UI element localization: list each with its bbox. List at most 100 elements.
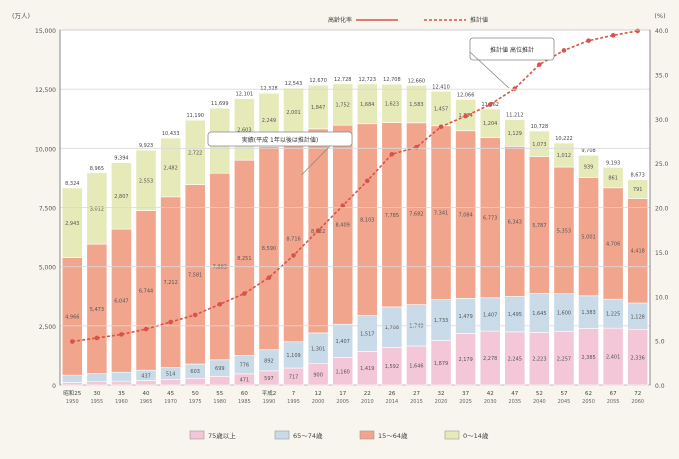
bar-total-label: 9,923	[139, 143, 153, 149]
top-legend-projection-label: 推計値	[470, 16, 488, 24]
aging-rate-point-20	[561, 48, 567, 53]
x-tick-label-top: 32	[438, 391, 445, 397]
segment-value-label: 1,225	[606, 312, 620, 318]
x-tick-label-top: 昭和25	[63, 389, 81, 397]
x-tick-label-top: 37	[462, 391, 469, 397]
segment-value-label: 2,278	[483, 356, 497, 362]
segment-value-label: 603	[190, 369, 200, 375]
x-tick-label-top: 30	[93, 391, 100, 397]
segment-value-label: 1,623	[385, 101, 399, 107]
aging-rate-point-3	[143, 326, 149, 332]
segment-value-label: 2,179	[458, 357, 472, 363]
bar-total-label: 10,222	[555, 136, 573, 142]
bar-segment-3-11	[332, 83, 354, 126]
segment-value-label: 8,590	[262, 246, 276, 252]
segment-value-label: 1,495	[508, 312, 522, 318]
bar-segment-1-2	[111, 371, 132, 382]
x-tick-label-bottom: 2035	[508, 399, 521, 405]
x-tick-label-top: 67	[610, 391, 617, 397]
aging-rate-point-13	[389, 151, 395, 157]
bar-total-label: 12,066	[457, 92, 475, 98]
legend-label: 0～14歳	[463, 431, 489, 440]
bar-total-label: 8,673	[631, 173, 645, 179]
segment-value-label: 1,583	[409, 102, 423, 108]
x-tick-label-bottom: 1990	[263, 399, 276, 405]
x-tick-label-top: 55	[216, 391, 223, 397]
segment-value-label: 2,401	[606, 355, 620, 361]
annotation-actual-text: 実績(平成 1年以後は推計値)	[242, 136, 318, 144]
left-tick-label: 7,500	[39, 206, 56, 213]
bar-total-label: 8,324	[65, 181, 79, 187]
segment-value-label: 1,128	[631, 314, 645, 320]
bar-segment-0-1	[86, 381, 108, 386]
segment-value-label: 791	[633, 187, 643, 193]
x-tick-label-top: 26	[388, 391, 395, 397]
bar-segment-3-12	[356, 83, 378, 125]
x-tick-label-top: 47	[511, 391, 518, 397]
bar-total-label: 12,543	[285, 81, 303, 87]
x-tick-label-bottom: 1950	[66, 399, 79, 405]
x-tick-label-bottom: 1980	[213, 399, 226, 405]
x-tick-label-bottom: 2040	[533, 399, 546, 405]
legend-label: 75歳以上	[208, 431, 236, 440]
bar-total-label: 11,212	[506, 113, 524, 119]
bar-segment-3-10	[307, 84, 329, 130]
segment-value-label: 1,517	[360, 331, 374, 337]
x-tick-label-bottom: 1985	[238, 399, 251, 405]
x-tick-label-bottom: 1975	[189, 399, 202, 405]
segment-value-label: 7,682	[409, 212, 423, 218]
segment-value-label: 8,251	[237, 256, 251, 262]
x-tick-label-bottom: 1995	[287, 399, 300, 405]
segment-value-label: 1,645	[532, 311, 546, 317]
legend-swatch-3	[444, 430, 460, 440]
bar-segment-3-23	[627, 179, 649, 199]
segment-value-label: 1,383	[581, 310, 595, 316]
segment-value-label: 1,847	[311, 105, 325, 111]
x-tick-label-top: 40	[143, 391, 150, 397]
aging-rate-point-8	[266, 275, 272, 280]
bar-total-label: 8,965	[90, 166, 104, 172]
segment-value-label: 1,879	[434, 361, 448, 367]
segment-value-label: 5,473	[90, 307, 104, 313]
segment-value-label: 8,716	[286, 237, 300, 243]
segment-value-label: 7,212	[163, 280, 177, 286]
segment-value-label: 7,084	[458, 213, 472, 219]
segment-value-label: 1,600	[557, 311, 571, 317]
segment-value-label: 1,160	[336, 369, 350, 375]
x-tick-label-bottom: 2025	[459, 399, 472, 405]
segment-value-label: 1,419	[360, 366, 374, 372]
segment-value-label: 3,012	[90, 206, 104, 212]
right-axis-unit: (%)	[654, 12, 665, 20]
bar-segment-0-3	[135, 380, 157, 386]
x-tick-label-top: 42	[487, 391, 494, 397]
right-tick-label: 15.0	[655, 250, 669, 257]
legend-swatch-0	[189, 430, 205, 440]
segment-value-label: 5,001	[581, 235, 595, 241]
segment-value-label: 597	[264, 376, 274, 382]
x-tick-label-top: 52	[536, 391, 543, 397]
x-tick-label-bottom: 1960	[115, 399, 128, 405]
bar-total-label: 12,670	[309, 78, 327, 84]
segment-value-label: 437	[141, 373, 151, 379]
annotation-pointer-projection	[469, 51, 510, 89]
x-tick-label-top: 35	[118, 391, 125, 397]
left-tick-label: 5,000	[39, 265, 56, 272]
bar-total-label: 10,728	[531, 124, 549, 130]
segment-value-label: 2,553	[139, 178, 153, 184]
aging-rate-point-5	[192, 312, 198, 318]
x-tick-label-bottom: 2014	[386, 399, 399, 405]
aging-rate-point-15	[438, 124, 444, 130]
x-tick-label-bottom: 2015	[410, 399, 423, 405]
segment-value-label: 939	[584, 164, 594, 170]
bar-total-label: 12,410	[432, 84, 450, 90]
annotation-box-projection	[469, 37, 555, 61]
aging-rate-point-18	[512, 86, 518, 91]
bar-total-label: 9,708	[581, 148, 595, 154]
segment-value-label: 1,457	[434, 107, 448, 113]
bar-segment-3-3	[135, 149, 157, 211]
x-tick-label-bottom: 2050	[582, 399, 595, 405]
bar-total-label: 11,190	[186, 113, 204, 119]
bar-total-label: 12,660	[408, 78, 426, 84]
